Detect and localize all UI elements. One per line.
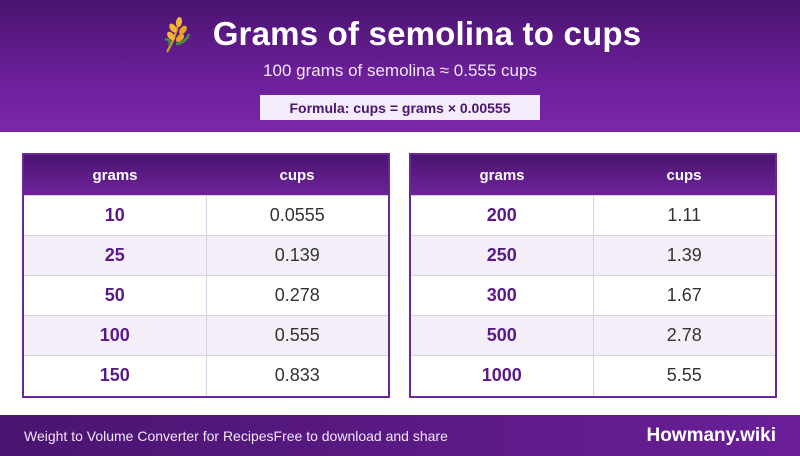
formula-box: Formula: cups = grams × 0.00555 (260, 95, 540, 120)
cups-column-header: cups (593, 155, 775, 196)
cups-cell: 1.11 (593, 195, 775, 236)
wheat-icon (159, 14, 199, 54)
table-row: 50 0.278 (24, 275, 388, 316)
cups-cell: 0.0555 (206, 195, 388, 236)
grams-column-header: grams (24, 155, 206, 196)
table-row: 300 1.67 (411, 275, 775, 316)
table-row: 10 0.0555 (24, 195, 388, 236)
footer: Weight to Volume Converter for RecipesFr… (0, 415, 800, 456)
grams-cell: 250 (411, 235, 594, 276)
subtitle: 100 grams of semolina ≈ 0.555 cups (263, 61, 537, 80)
table-row: 250 1.39 (411, 235, 775, 276)
table-row: 100 0.555 (24, 315, 388, 356)
brand-name: Howmany.wiki (646, 425, 776, 446)
table-row: 200 1.11 (411, 195, 775, 236)
footer-tagline: Weight to Volume Converter for RecipesFr… (24, 428, 448, 444)
cups-cell: 5.55 (593, 355, 775, 396)
right-conversion-table: grams cups 200 1.11 250 1.39 300 1.67 50… (409, 153, 777, 398)
cups-cell: 0.555 (206, 315, 388, 356)
cups-column-header: cups (206, 155, 388, 196)
table-row: 500 2.78 (411, 315, 775, 356)
title-row: Grams of semolina to cups (0, 14, 800, 54)
cups-cell: 0.278 (206, 275, 388, 316)
left-conversion-table: grams cups 10 0.0555 25 0.139 50 0.278 1… (22, 153, 390, 398)
cups-cell: 1.67 (593, 275, 775, 316)
cups-cell: 2.78 (593, 315, 775, 356)
grams-cell: 10 (24, 195, 207, 236)
table-row: 150 0.833 (24, 355, 388, 396)
grams-cell: 50 (24, 275, 207, 316)
header: Grams of semolina to cups 100 grams of s… (0, 0, 800, 132)
grams-cell: 25 (24, 235, 207, 276)
footer-center-text: Free to download and share (273, 428, 448, 444)
page-title: Grams of semolina to cups (212, 15, 642, 52)
grams-column-header: grams (411, 155, 593, 196)
table-row: 1000 5.55 (411, 355, 775, 396)
grams-cell: 100 (24, 315, 207, 356)
grams-cell: 300 (411, 275, 594, 316)
cups-cell: 0.139 (206, 235, 388, 276)
grams-cell: 150 (24, 355, 207, 396)
grams-cell: 500 (411, 315, 594, 356)
grams-cell: 1000 (411, 355, 594, 396)
footer-left-text: Weight to Volume Converter for Recipes (24, 428, 274, 444)
table-row: 25 0.139 (24, 235, 388, 276)
cups-cell: 1.39 (593, 235, 775, 276)
cups-cell: 0.833 (206, 355, 388, 396)
grams-cell: 200 (411, 195, 594, 236)
